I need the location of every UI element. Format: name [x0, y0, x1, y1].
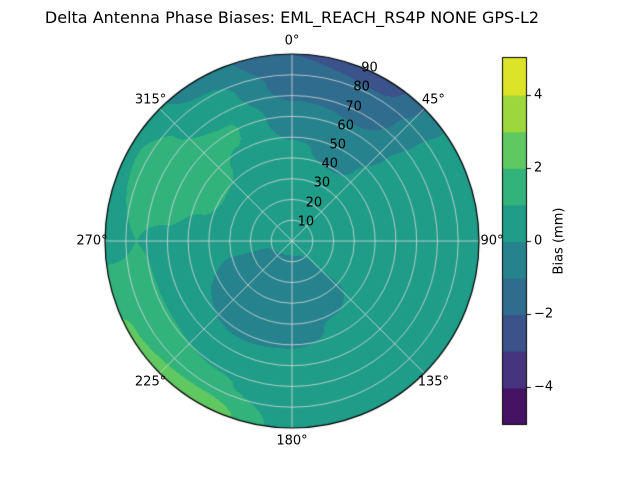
colorbar-axis-label: Bias (mm)	[551, 207, 567, 275]
